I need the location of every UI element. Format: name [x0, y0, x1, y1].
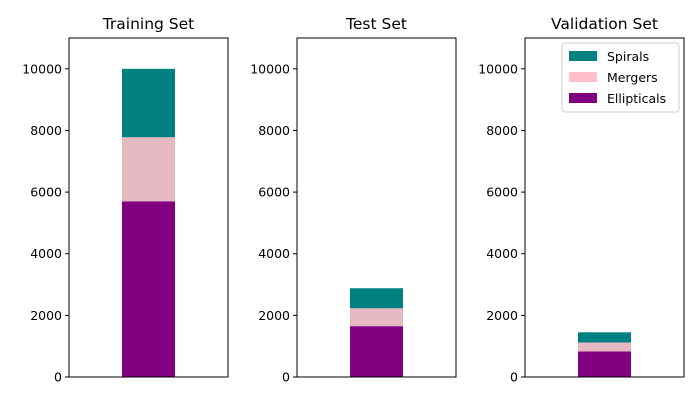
subplot-3: 0 2000 4000 6000 8000 10000 Validation Set Spir…	[478, 15, 685, 385]
y-tick-label: 0	[510, 370, 518, 385]
bar-spirals	[578, 332, 631, 343]
bar-mergers	[578, 342, 631, 352]
y-tick-label: 6000	[258, 185, 290, 200]
legend-swatch-ellipticals	[569, 93, 597, 103]
y-tick-label: 2000	[486, 308, 518, 323]
subplot-title: Training Set	[102, 15, 195, 33]
legend-swatch-spirals	[569, 51, 597, 61]
y-tick-label: 0	[282, 370, 290, 385]
bar-ellipticals	[350, 326, 403, 377]
y-tick-label: 6000	[486, 185, 518, 200]
legend-label-mergers: Mergers	[607, 70, 658, 85]
y-tick-label: 2000	[258, 308, 290, 323]
y-tick-label: 8000	[486, 123, 518, 138]
y-tick-label: 0	[54, 370, 62, 385]
bar-mergers	[122, 137, 175, 202]
axes-frame	[68, 37, 229, 378]
y-tick-label: 4000	[486, 246, 518, 261]
subplot-title: Test Set	[345, 15, 407, 33]
y-tick-label: 4000	[258, 246, 290, 261]
bar-mergers	[350, 308, 403, 327]
legend-swatch-mergers	[569, 72, 597, 82]
bar-ellipticals	[578, 351, 631, 377]
y-tick-label: 6000	[30, 185, 62, 200]
y-tick-label: 8000	[30, 123, 62, 138]
legend-label-spirals: Spirals	[607, 49, 649, 64]
y-tick-label: 10000	[478, 61, 518, 76]
y-tick-label: 10000	[250, 61, 290, 76]
subplot-1: 0 2000 4000 6000 8000 10000 Training Set	[22, 15, 229, 385]
axes-frame	[524, 37, 685, 378]
subplot-title: Validation Set	[551, 15, 658, 33]
bar-spirals	[350, 288, 403, 309]
legend-label-ellipticals: Ellipticals	[607, 91, 666, 106]
bar-ellipticals	[122, 201, 175, 377]
y-tick-label: 2000	[30, 308, 62, 323]
legend: Spirals Mergers Ellipticals	[561, 42, 680, 113]
y-tick-label: 10000	[22, 61, 62, 76]
subplot-2: 0 2000 4000 6000 8000 10000 Test Set	[250, 15, 457, 385]
axes-frame	[296, 37, 457, 378]
bar-spirals	[122, 68, 175, 138]
y-tick-label: 8000	[258, 123, 290, 138]
y-tick-label: 4000	[30, 246, 62, 261]
